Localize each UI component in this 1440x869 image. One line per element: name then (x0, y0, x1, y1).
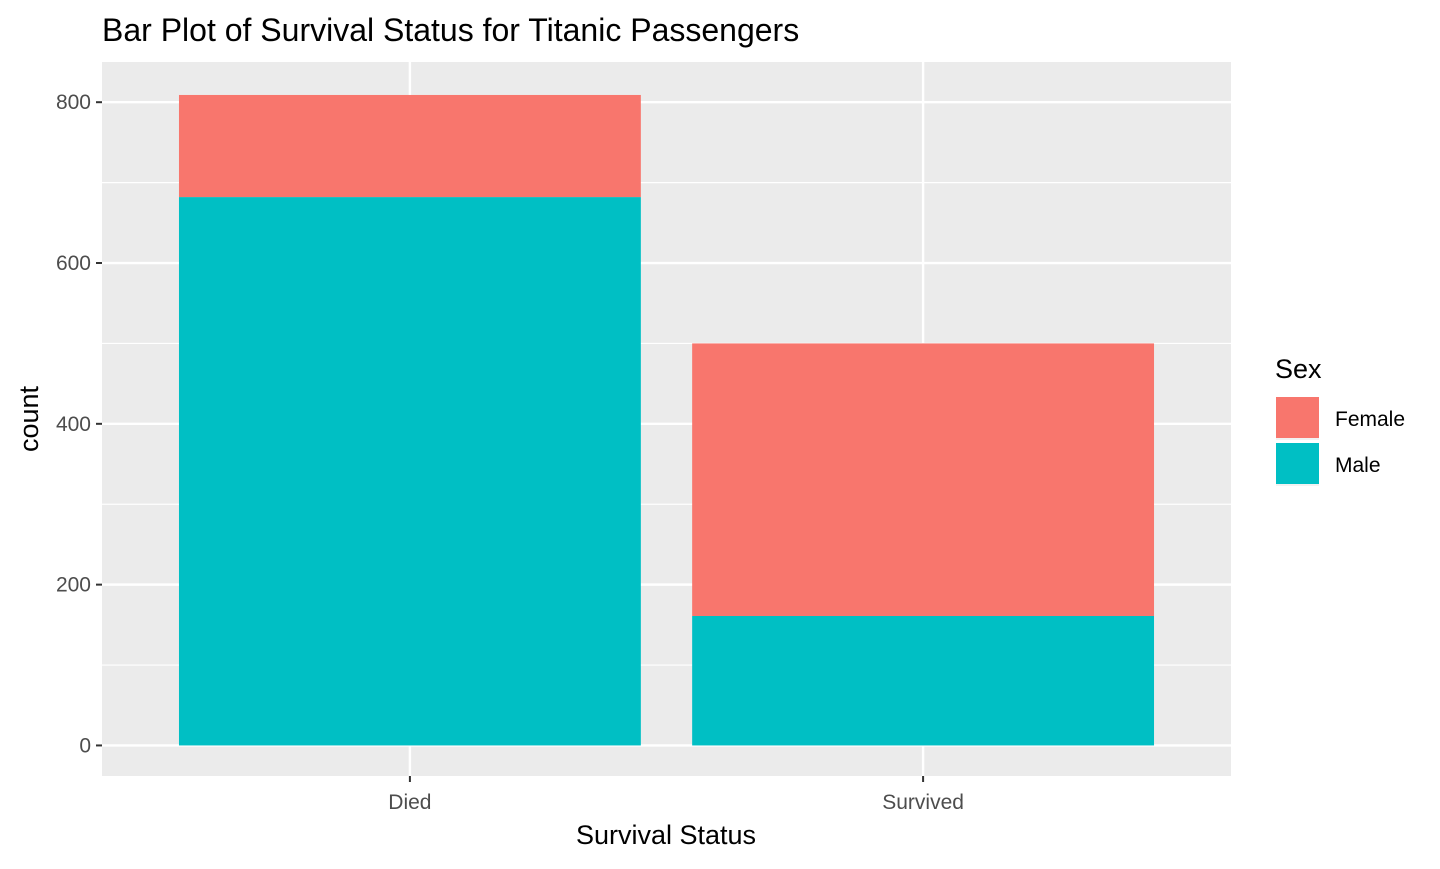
y-tick-label: 800 (56, 91, 91, 114)
legend-label-male: Male (1335, 454, 1381, 477)
legend-label-female: Female (1335, 408, 1405, 431)
x-axis-title: Survival Status (576, 820, 756, 850)
axes: 0 200 400 600 800 Died Survived (56, 91, 964, 814)
y-axis-title: count (14, 385, 44, 452)
x-tick-label: Survived (882, 791, 964, 814)
y-tick-label: 200 (56, 574, 91, 597)
legend-title: Sex (1275, 354, 1322, 384)
y-tick-label: 0 (79, 734, 91, 757)
legend: Sex Female Male (1275, 354, 1405, 486)
legend-swatch-female (1276, 397, 1319, 438)
bar-survived-male (692, 615, 1155, 746)
bar-died-male (178, 197, 641, 746)
chart-title: Bar Plot of Survival Status for Titanic … (102, 12, 799, 48)
legend-swatch-male (1276, 443, 1319, 484)
bar-survived-female (692, 343, 1155, 616)
bars (178, 94, 1155, 746)
y-tick-label: 600 (56, 252, 91, 275)
legend-items: Female Male (1276, 397, 1405, 486)
bar-died-female (178, 94, 641, 198)
y-tick-label: 400 (56, 413, 91, 436)
x-tick-label: Died (388, 791, 431, 814)
